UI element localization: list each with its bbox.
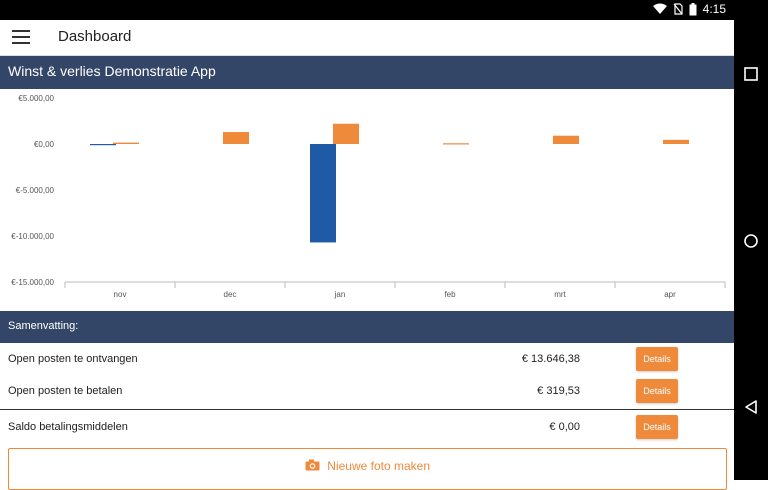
summary-divider <box>0 409 734 410</box>
battery-icon <box>689 2 697 16</box>
home-button[interactable] <box>742 232 760 250</box>
details-button[interactable]: Details <box>636 347 678 371</box>
back-triangle-icon <box>745 400 757 414</box>
system-nav-bar <box>734 0 768 480</box>
new-photo-button[interactable]: Nieuwe foto maken <box>8 448 727 490</box>
chart-svg: €5.000,00 €0,00 €-5.000,00 €-10.000,00 €-15.… <box>11 94 726 299</box>
new-photo-button-label: Nieuwe foto maken <box>327 459 431 473</box>
new-photo-button-content: Nieuwe foto maken <box>9 459 726 474</box>
chart-bar <box>333 123 359 144</box>
chart-bar <box>553 135 579 144</box>
details-button[interactable]: Details <box>636 415 678 439</box>
chart-bar <box>90 144 116 146</box>
app-bar: Dashboard <box>0 20 734 56</box>
status-bar: 4:15 <box>0 0 734 20</box>
camera-icon <box>305 459 320 474</box>
x-tick-label: apr <box>664 290 676 299</box>
summary-row-receivable: Open posten te ontvangen € 13.646,38 Det… <box>0 343 734 376</box>
chart-bar <box>113 142 139 144</box>
row-label: Open posten te ontvangen <box>8 353 138 365</box>
status-time: 4:15 <box>702 2 726 16</box>
y-tick-label: €0,00 <box>34 140 55 149</box>
y-tick-label: €-5.000,00 <box>16 186 55 195</box>
x-tick-label: jan <box>334 290 346 299</box>
no-sim-icon <box>673 3 683 15</box>
row-amount: € 13.646,38 <box>521 353 580 365</box>
x-tick-label: dec <box>224 290 237 299</box>
chart-section-header: Winst & verlies Demonstratie App <box>0 56 734 89</box>
chart-bar <box>443 143 469 145</box>
chart-bar <box>310 144 336 243</box>
y-tick-label: €-15.000,00 <box>11 278 54 287</box>
y-tick-label: €-10.000,00 <box>11 232 54 241</box>
square-icon <box>744 67 758 81</box>
summary-title: Samenvatting: <box>8 320 79 332</box>
row-amount: € 0,00 <box>549 421 580 433</box>
chart-bar <box>223 132 249 144</box>
back-button[interactable] <box>742 398 760 416</box>
details-button[interactable]: Details <box>636 379 678 403</box>
recents-button[interactable] <box>742 65 760 83</box>
summary-header: Samenvatting: <box>0 311 734 343</box>
x-tick-label: mrt <box>554 290 566 299</box>
circle-icon <box>744 234 758 248</box>
page-title: Dashboard <box>58 28 132 45</box>
profit-loss-chart: €5.000,00 €0,00 €-5.000,00 €-10.000,00 €-15.… <box>0 89 734 311</box>
status-icons: 4:15 <box>652 2 726 16</box>
y-tick-label: €5.000,00 <box>18 94 54 103</box>
row-amount: € 319,53 <box>537 385 580 397</box>
x-tick-label: nov <box>114 290 127 299</box>
row-label: Open posten te betalen <box>8 385 123 397</box>
chart-bar <box>663 139 689 144</box>
hamburger-menu-icon[interactable] <box>12 30 30 44</box>
row-label: Saldo betalingsmiddelen <box>8 421 128 433</box>
chart-section-title: Winst & verlies Demonstratie App <box>8 63 216 79</box>
x-tick-label: feb <box>444 290 456 299</box>
wifi-icon <box>652 3 667 15</box>
summary-row-balance: Saldo betalingsmiddelen € 0,00 Details <box>0 411 734 444</box>
summary-row-payable: Open posten te betalen € 319,53 Details <box>0 375 734 408</box>
